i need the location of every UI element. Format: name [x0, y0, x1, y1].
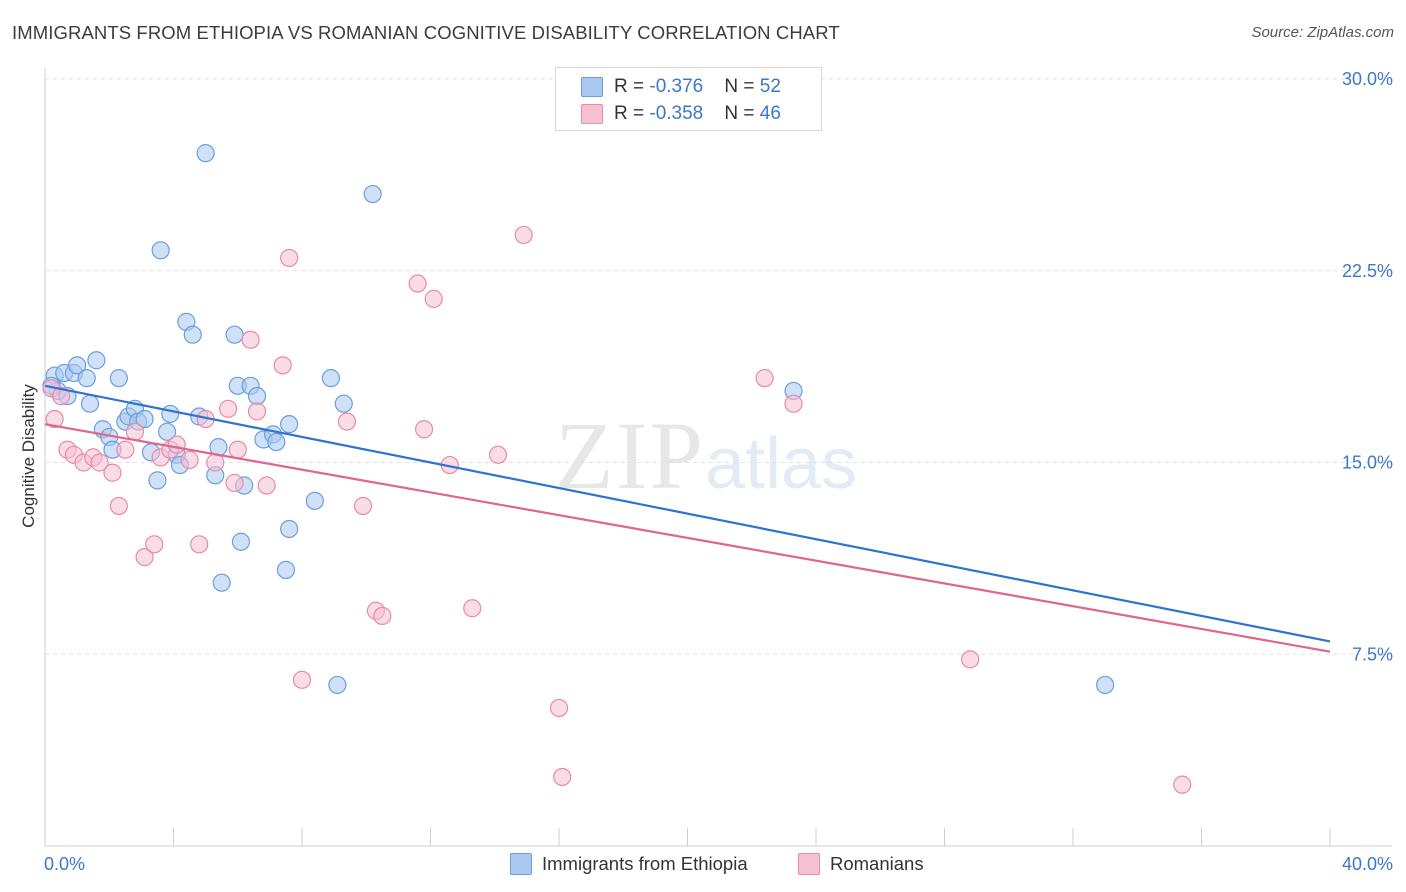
- legend-r-label: R =: [614, 76, 650, 97]
- series-swatch-ethiopia: [510, 853, 532, 875]
- trend-line-romanian: [44, 423, 1331, 653]
- legend-r-value: -0.358: [649, 103, 704, 124]
- data-point-romanian: [219, 399, 238, 418]
- legend-n-value: 46: [759, 103, 781, 124]
- data-point-romanian: [488, 445, 508, 464]
- data-point-romanian: [228, 440, 247, 459]
- data-point-ethiopia: [157, 422, 177, 441]
- data-point-romanian: [90, 453, 109, 472]
- x-tick-label: 40.0%: [1342, 854, 1393, 874]
- data-point-romanian: [292, 670, 312, 689]
- series-label-ethiopia: Immigrants from Ethiopia: [542, 853, 748, 874]
- legend-r-value: -0.376: [649, 76, 704, 97]
- data-point-ethiopia: [109, 369, 128, 388]
- data-point-ethiopia: [1096, 675, 1115, 695]
- data-point-romanian: [135, 547, 154, 567]
- data-point-ethiopia: [148, 471, 167, 490]
- data-point-romanian: [553, 767, 572, 787]
- data-point-ethiopia: [212, 573, 231, 592]
- series-legend-ethiopia[interactable]: Immigrants from Ethiopia: [510, 853, 748, 875]
- data-point-romanian: [103, 463, 122, 482]
- data-point-romanian: [116, 440, 135, 459]
- y-tick-label: 22.5%: [1342, 261, 1393, 281]
- data-point-romanian: [247, 402, 267, 421]
- data-point-romanian: [353, 496, 373, 516]
- data-point-romanian: [167, 435, 186, 454]
- data-point-romanian: [125, 422, 145, 441]
- data-point-romanian: [145, 535, 164, 554]
- series-legend-romanian[interactable]: Romanians: [798, 853, 924, 875]
- y-axis-label: Cognitive Disability: [19, 384, 38, 528]
- data-point-ethiopia: [247, 386, 267, 406]
- data-point-romanian: [408, 274, 427, 293]
- data-point-ethiopia: [77, 369, 96, 388]
- data-point-romanian: [414, 420, 434, 439]
- y-tick-label: 30.0%: [1342, 69, 1393, 89]
- series-legend: Immigrants from Ethiopia Romanians: [0, 853, 1406, 879]
- data-point-romanian: [241, 330, 260, 349]
- data-point-romanian: [257, 476, 276, 495]
- data-point-romanian: [45, 409, 64, 429]
- data-point-romanian: [109, 496, 128, 516]
- correlation-legend: R = -0.376 N = 52 R = -0.358 N = 46: [555, 67, 822, 131]
- data-point-ethiopia: [276, 560, 296, 579]
- data-point-ethiopia: [80, 394, 100, 413]
- source-label: Source: ZipAtlas.com: [1251, 24, 1394, 41]
- data-point-romanian: [51, 386, 71, 406]
- data-point-romanian: [755, 369, 774, 388]
- data-point-ethiopia: [135, 409, 154, 429]
- legend-n-value: 52: [759, 76, 781, 97]
- data-point-romanian: [373, 606, 392, 626]
- legend-n-label: N =: [724, 103, 760, 124]
- data-point-romanian: [225, 473, 244, 493]
- x-tick-label: 0.0%: [44, 854, 85, 874]
- data-point-ethiopia: [280, 519, 299, 539]
- series-swatch-romanian: [798, 853, 820, 875]
- y-tick-label: 7.5%: [1352, 644, 1393, 664]
- data-point-romanian: [784, 394, 803, 413]
- data-point-romanian: [273, 356, 292, 375]
- y-tick-label: 15.0%: [1342, 453, 1393, 473]
- data-point-ethiopia: [328, 675, 347, 695]
- data-point-ethiopia: [225, 325, 244, 344]
- data-point-ethiopia: [183, 325, 202, 344]
- legend-text-ethiopia: R = -0.376 N = 52: [614, 76, 781, 98]
- data-point-romanian: [337, 412, 357, 431]
- data-point-ethiopia: [267, 432, 286, 452]
- data-point-ethiopia: [321, 369, 341, 388]
- data-point-ethiopia: [363, 184, 382, 204]
- data-point-ethiopia: [334, 394, 353, 413]
- data-point-romanian: [280, 248, 299, 268]
- data-point-romanian: [206, 453, 225, 472]
- data-point-romanian: [180, 450, 199, 470]
- data-point-ethiopia: [231, 532, 251, 551]
- data-point-ethiopia: [161, 404, 180, 424]
- data-point-ethiopia: [280, 415, 299, 434]
- data-point-ethiopia: [305, 491, 324, 510]
- series-label-romanian: Romanians: [830, 853, 924, 874]
- data-point-romanian: [961, 650, 980, 669]
- chart-title: IMMIGRANTS FROM ETHIOPIA VS ROMANIAN COG…: [12, 22, 840, 43]
- legend-swatch-ethiopia: [581, 77, 603, 97]
- data-point-ethiopia: [151, 241, 170, 260]
- legend-n-label: N =: [724, 76, 760, 97]
- data-point-romanian: [514, 225, 533, 245]
- data-point-romanian: [1173, 775, 1192, 794]
- data-point-romanian: [424, 289, 443, 308]
- legend-text-romanian: R = -0.358 N = 46: [614, 103, 781, 125]
- data-point-romanian: [190, 535, 209, 554]
- data-point-ethiopia: [68, 356, 87, 375]
- trend-line-ethiopia: [44, 384, 1331, 643]
- data-point-ethiopia: [196, 144, 215, 163]
- data-point-romanian: [549, 698, 569, 718]
- data-point-ethiopia: [87, 351, 106, 370]
- legend-swatch-romanian: [581, 104, 603, 124]
- data-point-romanian: [463, 599, 482, 618]
- legend-r-label: R =: [614, 103, 650, 124]
